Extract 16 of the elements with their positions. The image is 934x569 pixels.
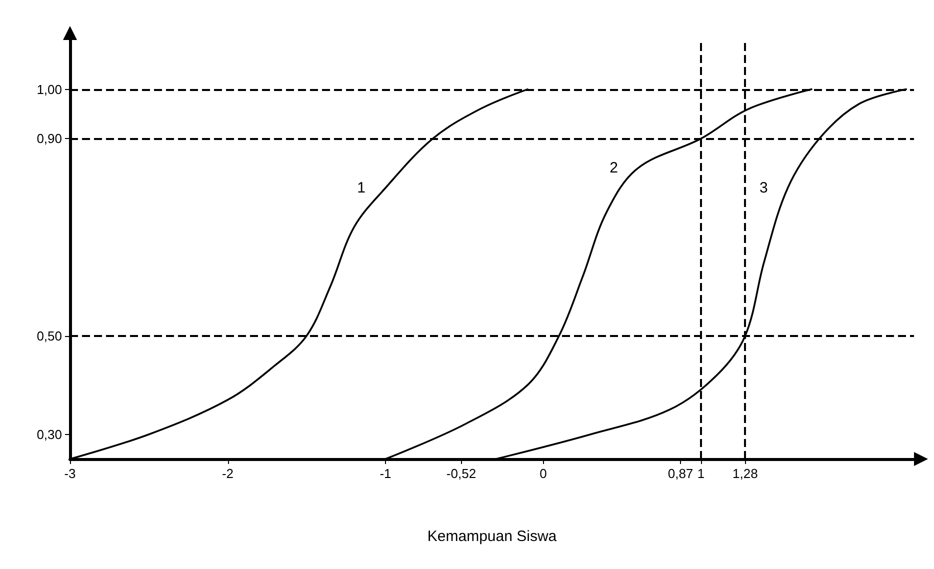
y-tick-label: 0,90	[36, 131, 62, 146]
x-axis-title: Kemampuan Siswa	[427, 528, 558, 545]
y-tick-label: 1,00	[36, 82, 62, 97]
x-tick-label: -0,52	[446, 466, 476, 481]
y-tick-label: 0,50	[36, 328, 62, 344]
x-tick-label: -1	[380, 466, 392, 481]
y-tick-label: 0,30	[36, 426, 62, 442]
x-tick-label: 1	[697, 466, 705, 481]
x-tick-label: -3	[64, 466, 76, 481]
x-tick-label: 0	[540, 466, 547, 481]
x-tick-label: -2	[222, 466, 234, 481]
x-tick-label: 1,28	[732, 466, 758, 481]
series-label: 3	[759, 179, 768, 196]
x-tick-label: 0,87	[668, 466, 694, 481]
series-label: 2	[610, 160, 618, 177]
series-label: 1	[357, 179, 366, 196]
